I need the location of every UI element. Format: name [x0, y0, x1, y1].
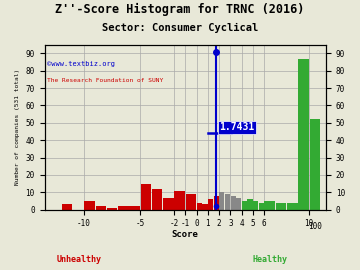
- Bar: [130, 206, 140, 210]
- Bar: [152, 189, 162, 210]
- Bar: [219, 192, 225, 210]
- Bar: [186, 194, 196, 210]
- Bar: [236, 198, 241, 210]
- Bar: [259, 203, 264, 210]
- Bar: [202, 204, 208, 210]
- Bar: [175, 191, 185, 210]
- Bar: [276, 203, 281, 210]
- Bar: [310, 119, 320, 210]
- Bar: [253, 201, 258, 210]
- Text: The Research Foundation of SUNY: The Research Foundation of SUNY: [48, 78, 163, 83]
- X-axis label: Score: Score: [172, 230, 199, 239]
- Bar: [298, 59, 309, 210]
- Text: Unhealthy: Unhealthy: [57, 255, 102, 264]
- Bar: [62, 204, 72, 210]
- Bar: [107, 208, 117, 210]
- Bar: [242, 201, 247, 210]
- Bar: [84, 201, 95, 210]
- Bar: [292, 203, 298, 210]
- Text: 1.7431: 1.7431: [219, 122, 255, 132]
- Text: ©www.textbiz.org: ©www.textbiz.org: [48, 61, 115, 67]
- Bar: [264, 201, 270, 210]
- Bar: [270, 201, 275, 210]
- Bar: [213, 196, 219, 210]
- Y-axis label: Number of companies (531 total): Number of companies (531 total): [15, 69, 20, 185]
- Text: Z''-Score Histogram for TRNC (2016): Z''-Score Histogram for TRNC (2016): [55, 3, 305, 16]
- Text: Sector: Consumer Cyclical: Sector: Consumer Cyclical: [102, 23, 258, 33]
- Bar: [230, 196, 236, 210]
- Text: Healthy: Healthy: [252, 255, 288, 264]
- Bar: [281, 203, 287, 210]
- Bar: [118, 206, 129, 210]
- Bar: [208, 199, 213, 210]
- Bar: [141, 184, 151, 210]
- Text: 100: 100: [308, 222, 322, 231]
- Bar: [197, 203, 202, 210]
- Bar: [96, 206, 106, 210]
- Bar: [287, 203, 292, 210]
- Bar: [163, 198, 174, 210]
- Bar: [247, 199, 253, 210]
- Bar: [225, 194, 230, 210]
